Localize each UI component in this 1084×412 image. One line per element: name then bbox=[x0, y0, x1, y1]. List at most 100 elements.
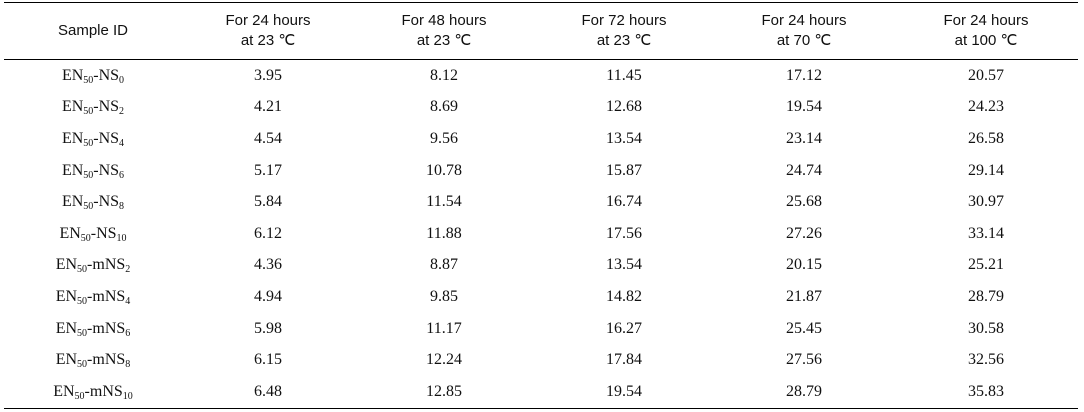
subscript: 4 bbox=[119, 137, 125, 149]
value-cell: 4.21 bbox=[254, 98, 282, 116]
header-text: For 72 hours bbox=[581, 12, 667, 29]
table-row: EN50-NS4 4.54 9.56 13.54 23.14 26.58 bbox=[4, 123, 1078, 155]
value-cell: 29.14 bbox=[968, 161, 1004, 179]
subscript: 2 bbox=[125, 264, 131, 276]
value-cell: 4.94 bbox=[254, 287, 282, 305]
value-cell: 5.17 bbox=[254, 161, 282, 179]
id-text: EN bbox=[53, 382, 75, 400]
sample-id-cell: EN50-NS10 bbox=[4, 218, 182, 250]
table-body: EN50-NS0 3.95 8.12 11.45 17.12 20.57 EN50-NS2 4… bbox=[4, 60, 1078, 409]
value-cell: 15.87 bbox=[606, 161, 642, 179]
header-cell: For 24 hours at 100 ℃ bbox=[894, 2, 1078, 60]
sample-id-cell: EN50-NS0 bbox=[4, 60, 182, 92]
subscript: 50 bbox=[83, 201, 94, 213]
id-text: -mNS bbox=[87, 351, 126, 369]
value-cell: 21.87 bbox=[786, 287, 822, 305]
value-cell: 27.56 bbox=[786, 351, 822, 369]
value-cell: 12.68 bbox=[606, 98, 642, 116]
header-text: at 100 ℃ bbox=[954, 32, 1018, 49]
value-cell: 33.14 bbox=[968, 224, 1004, 242]
value-cell: 19.54 bbox=[786, 98, 822, 116]
value-cell: 12.85 bbox=[354, 375, 534, 409]
value-cell: 32.56 bbox=[968, 351, 1004, 369]
id-text: EN bbox=[61, 161, 84, 179]
header-cell: For 72 hours at 23 ℃ bbox=[534, 2, 714, 60]
subscript: 50 bbox=[83, 74, 94, 86]
value-cell: 26.58 bbox=[968, 129, 1004, 147]
subscript: 10 bbox=[122, 390, 133, 402]
value-cell: 8.69 bbox=[430, 98, 458, 116]
value-cell: 35.83 bbox=[894, 375, 1078, 409]
value-cell: 6.12 bbox=[254, 224, 282, 242]
value-cell: 27.26 bbox=[786, 224, 822, 242]
value-cell: 9.56 bbox=[430, 129, 458, 147]
header-text: at 23 ℃ bbox=[596, 32, 652, 49]
value-cell: 3.95 bbox=[254, 66, 282, 84]
value-cell: 12.24 bbox=[426, 351, 462, 369]
value-cell: 8.12 bbox=[430, 66, 458, 84]
header-cell: For 48 hours at 23 ℃ bbox=[354, 2, 534, 60]
value-cell: 11.88 bbox=[426, 224, 462, 242]
header-text: For 48 hours bbox=[401, 12, 487, 29]
id-text: -NS bbox=[93, 193, 120, 211]
sample-id-cell: EN50-mNS6 bbox=[4, 313, 182, 345]
value-cell: 8.87 bbox=[430, 256, 458, 274]
value-cell: 5.84 bbox=[254, 193, 282, 211]
subscript: 50 bbox=[83, 106, 94, 118]
header-text: at 23 ℃ bbox=[240, 32, 296, 49]
header-text: For 24 hours bbox=[761, 12, 847, 29]
table-row: EN50-NS0 3.95 8.12 11.45 17.12 20.57 bbox=[4, 60, 1078, 92]
id-text: EN bbox=[59, 224, 81, 242]
header-cell: For 24 hours at 70 ℃ bbox=[714, 2, 894, 60]
value-cell: 6.48 bbox=[182, 375, 354, 409]
value-cell: 13.54 bbox=[606, 256, 642, 274]
subscript: 50 bbox=[77, 327, 88, 339]
id-text: -mNS bbox=[87, 256, 126, 274]
subscript: 2 bbox=[119, 106, 125, 118]
id-text: -NS bbox=[93, 161, 120, 179]
value-cell: 10.78 bbox=[426, 161, 462, 179]
value-cell: 4.36 bbox=[254, 256, 282, 274]
value-cell: 30.58 bbox=[968, 319, 1004, 337]
value-cell: 9.85 bbox=[430, 287, 458, 305]
value-cell: 17.12 bbox=[786, 66, 822, 84]
value-cell: 16.27 bbox=[606, 319, 642, 337]
sample-id-cell: EN50-NS8 bbox=[4, 186, 182, 218]
table-row: EN50-NS10 6.12 11.88 17.56 27.26 33.14 bbox=[4, 218, 1078, 250]
subscript: 8 bbox=[125, 359, 131, 371]
value-cell: 14.82 bbox=[606, 287, 642, 305]
subscript: 6 bbox=[119, 169, 125, 181]
table-row: EN50-NS2 4.21 8.69 12.68 19.54 24.23 bbox=[4, 92, 1078, 124]
value-cell: 28.79 bbox=[714, 375, 894, 409]
header-text: For 24 hours bbox=[225, 12, 311, 29]
subscript: 50 bbox=[80, 232, 91, 244]
subscript: 50 bbox=[77, 359, 88, 371]
value-cell: 30.97 bbox=[968, 193, 1004, 211]
value-cell: 4.54 bbox=[254, 129, 282, 147]
table-row: EN50-mNS4 4.94 9.85 14.82 21.87 28.79 bbox=[4, 281, 1078, 313]
header-row: Sample ID For 24 hours at 23 ℃ For 48 hours… bbox=[4, 2, 1078, 60]
table-row: EN50-NS6 5.17 10.78 15.87 24.74 29.14 bbox=[4, 155, 1078, 187]
data-table: Sample ID For 24 hours at 23 ℃ For 48 hours… bbox=[4, 2, 1078, 409]
value-cell: 20.15 bbox=[786, 256, 822, 274]
table-header: Sample ID For 24 hours at 23 ℃ For 48 hours… bbox=[4, 2, 1078, 60]
value-cell: 11.54 bbox=[426, 193, 462, 211]
id-text: -mNS bbox=[87, 287, 126, 305]
table-row: EN50-mNS10 6.48 12.85 19.54 28.79 35.83 bbox=[4, 375, 1078, 409]
header-text: at 23 ℃ bbox=[416, 32, 472, 49]
id-text: EN bbox=[55, 351, 78, 369]
subscript: 50 bbox=[83, 137, 94, 149]
sample-id-cell: EN50-NS4 bbox=[4, 123, 182, 155]
value-cell: 11.17 bbox=[426, 319, 462, 337]
value-cell: 24.74 bbox=[786, 161, 822, 179]
value-cell: 17.84 bbox=[606, 351, 642, 369]
header-text: Sample ID bbox=[57, 22, 129, 39]
id-text: -NS bbox=[93, 98, 120, 116]
value-cell: 11.45 bbox=[606, 66, 642, 84]
value-cell: 17.56 bbox=[606, 224, 642, 242]
table-row: EN50-mNS8 6.15 12.24 17.84 27.56 32.56 bbox=[4, 344, 1078, 376]
value-cell: 16.74 bbox=[606, 193, 642, 211]
value-cell: 28.79 bbox=[968, 287, 1004, 305]
subscript: 50 bbox=[83, 169, 94, 181]
